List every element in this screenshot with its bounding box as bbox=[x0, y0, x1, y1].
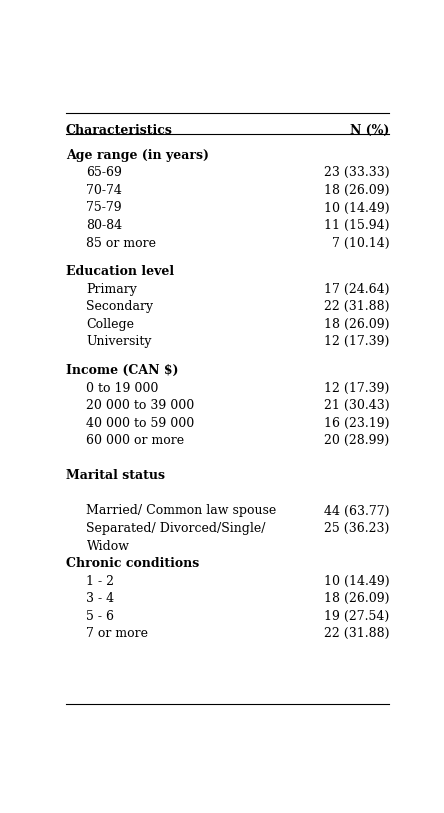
Text: 23 (33.33): 23 (33.33) bbox=[324, 167, 389, 180]
Text: 18 (26.09): 18 (26.09) bbox=[324, 184, 389, 197]
Text: Primary: Primary bbox=[87, 283, 137, 296]
Text: 40 000 to 59 000: 40 000 to 59 000 bbox=[87, 417, 195, 430]
Text: 70-74: 70-74 bbox=[87, 184, 123, 197]
Text: 60 000 or more: 60 000 or more bbox=[87, 434, 185, 447]
Text: 1 - 2: 1 - 2 bbox=[87, 575, 115, 588]
Text: 22 (31.88): 22 (31.88) bbox=[324, 627, 389, 640]
Text: 10 (14.49): 10 (14.49) bbox=[324, 202, 389, 215]
Text: University: University bbox=[87, 336, 152, 349]
Text: Separated/ Divorced/Single/: Separated/ Divorced/Single/ bbox=[87, 522, 266, 535]
Text: 3 - 4: 3 - 4 bbox=[87, 592, 115, 605]
Text: 20 (28.99): 20 (28.99) bbox=[324, 434, 389, 447]
Text: Secondary: Secondary bbox=[87, 300, 154, 313]
Text: 20 000 to 39 000: 20 000 to 39 000 bbox=[87, 399, 195, 412]
Text: 65-69: 65-69 bbox=[87, 167, 123, 180]
Text: Characteristics: Characteristics bbox=[66, 124, 173, 137]
Text: 21 (30.43): 21 (30.43) bbox=[324, 399, 389, 412]
Text: Marital status: Marital status bbox=[66, 469, 165, 482]
Text: 25 (36.23): 25 (36.23) bbox=[324, 522, 389, 535]
Text: 10 (14.49): 10 (14.49) bbox=[324, 575, 389, 588]
Text: 16 (23.19): 16 (23.19) bbox=[324, 417, 389, 430]
Text: 17 (24.64): 17 (24.64) bbox=[324, 283, 389, 296]
Text: N (%): N (%) bbox=[350, 124, 389, 137]
Text: 7 (10.14): 7 (10.14) bbox=[332, 237, 389, 250]
Text: 80-84: 80-84 bbox=[87, 219, 123, 232]
Text: Married/ Common law spouse: Married/ Common law spouse bbox=[87, 505, 277, 517]
Text: 0 to 19 000: 0 to 19 000 bbox=[87, 382, 159, 395]
Text: 75-79: 75-79 bbox=[87, 202, 122, 215]
Text: 7 or more: 7 or more bbox=[87, 627, 148, 640]
Text: 44 (63.77): 44 (63.77) bbox=[324, 505, 389, 517]
Text: 85 or more: 85 or more bbox=[87, 237, 156, 250]
Text: 19 (27.54): 19 (27.54) bbox=[324, 610, 389, 623]
Text: 12 (17.39): 12 (17.39) bbox=[324, 336, 389, 349]
Text: Chronic conditions: Chronic conditions bbox=[66, 557, 199, 570]
Text: Education level: Education level bbox=[66, 265, 174, 278]
Text: 12 (17.39): 12 (17.39) bbox=[324, 382, 389, 395]
Text: 18 (26.09): 18 (26.09) bbox=[324, 318, 389, 331]
Text: College: College bbox=[87, 318, 135, 331]
Text: Widow: Widow bbox=[87, 540, 130, 553]
Text: 22 (31.88): 22 (31.88) bbox=[324, 300, 389, 313]
Text: Age range (in years): Age range (in years) bbox=[66, 149, 209, 162]
Text: Income (CAN $): Income (CAN $) bbox=[66, 364, 178, 377]
Text: 11 (15.94): 11 (15.94) bbox=[324, 219, 389, 232]
Text: 5 - 6: 5 - 6 bbox=[87, 610, 115, 623]
Text: 18 (26.09): 18 (26.09) bbox=[324, 592, 389, 605]
